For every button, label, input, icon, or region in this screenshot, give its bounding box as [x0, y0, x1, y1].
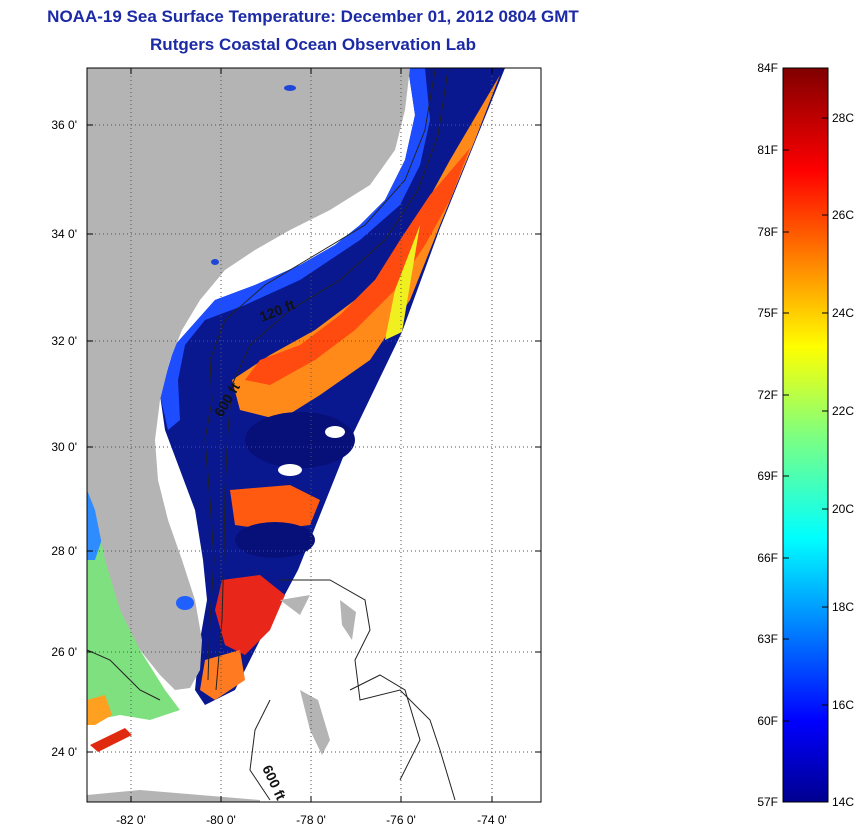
- isobath-contour: [349, 674, 421, 781]
- cold-patch: [245, 412, 355, 468]
- colorbar-c-label: 18C: [832, 600, 854, 614]
- lake: [284, 85, 296, 91]
- lon-label: -82 0': [116, 813, 146, 827]
- colorbar-f-label: 84F: [757, 61, 778, 75]
- map-title: NOAA-19 Sea Surface Temperature: Decembe…: [47, 7, 579, 26]
- isobath-contour: [215, 69, 449, 691]
- colorbar-f-label: 72F: [757, 388, 778, 402]
- colorbar-f-label: 78F: [757, 225, 778, 239]
- lat-label: 24 0': [51, 745, 77, 759]
- colorbar-f-label: 75F: [757, 306, 778, 320]
- colorbar-f-label: 60F: [757, 714, 778, 728]
- keys-warm: [200, 650, 245, 700]
- gulf-stream-hot: [245, 148, 470, 385]
- map-frame: [86, 67, 542, 803]
- colorbar-ticks: [783, 117, 828, 722]
- isobath-contour: [204, 69, 436, 681]
- keys-hot-streak: [90, 728, 132, 752]
- isobath-contour: [280, 579, 456, 801]
- lat-label: 28 0': [51, 544, 77, 558]
- florida-current-warm: [230, 485, 320, 530]
- florida-current-hot: [215, 575, 285, 655]
- colorbar-c-label: 20C: [832, 502, 854, 516]
- lat-label: 26 0': [51, 645, 77, 659]
- map-panel: 120 ft 600 ft 600 ft: [87, 68, 541, 802]
- land-small-cuba-edge: [87, 790, 260, 802]
- cloud-gap: [278, 464, 302, 476]
- colorbar-f-label: 81F: [757, 143, 778, 157]
- colorbar-f-label: 63F: [757, 632, 778, 646]
- isobath-contour: [87, 649, 161, 701]
- colorbar-c-label: 14C: [832, 795, 854, 809]
- colorbar-c-label: 22C: [832, 404, 854, 418]
- isobath-contour: [249, 699, 271, 801]
- colorbar-c-label: 24C: [832, 306, 854, 320]
- cold-patch: [235, 522, 315, 558]
- land-bahamas: [300, 690, 330, 755]
- lon-label: -76 0': [386, 813, 416, 827]
- lat-label: 34 0': [51, 227, 77, 241]
- lon-label: -80 0': [206, 813, 236, 827]
- colorbar-f-label: 66F: [757, 551, 778, 565]
- axis-ticks: [87, 68, 541, 802]
- cloud-gap: [325, 426, 345, 438]
- lake: [211, 259, 219, 265]
- gulf-stream-warm: [232, 75, 500, 420]
- land-bahamas: [280, 595, 310, 615]
- gulf-sst-strip-warm: [87, 695, 112, 725]
- land-mass-southeast-us: [87, 68, 410, 690]
- colorbar-c-label: 26C: [832, 208, 854, 222]
- lake-okeechobee: [176, 596, 194, 610]
- colorbar-f-label: 69F: [757, 469, 778, 483]
- colorbar: [782, 67, 829, 803]
- lat-label: 36 0': [51, 118, 77, 132]
- lon-label: -78 0': [296, 813, 326, 827]
- lat-label: 32 0': [51, 334, 77, 348]
- land-bahamas: [340, 600, 356, 640]
- lon-label: -74 0': [477, 813, 507, 827]
- colorbar-c-label: 16C: [832, 698, 854, 712]
- gulf-stream-yellow: [385, 225, 420, 340]
- map-subtitle: Rutgers Coastal Ocean Observation Lab: [150, 35, 476, 54]
- lat-label: 30 0': [51, 440, 77, 454]
- colorbar-c-label: 28C: [832, 111, 854, 125]
- colorbar-f-label: 57F: [757, 795, 778, 809]
